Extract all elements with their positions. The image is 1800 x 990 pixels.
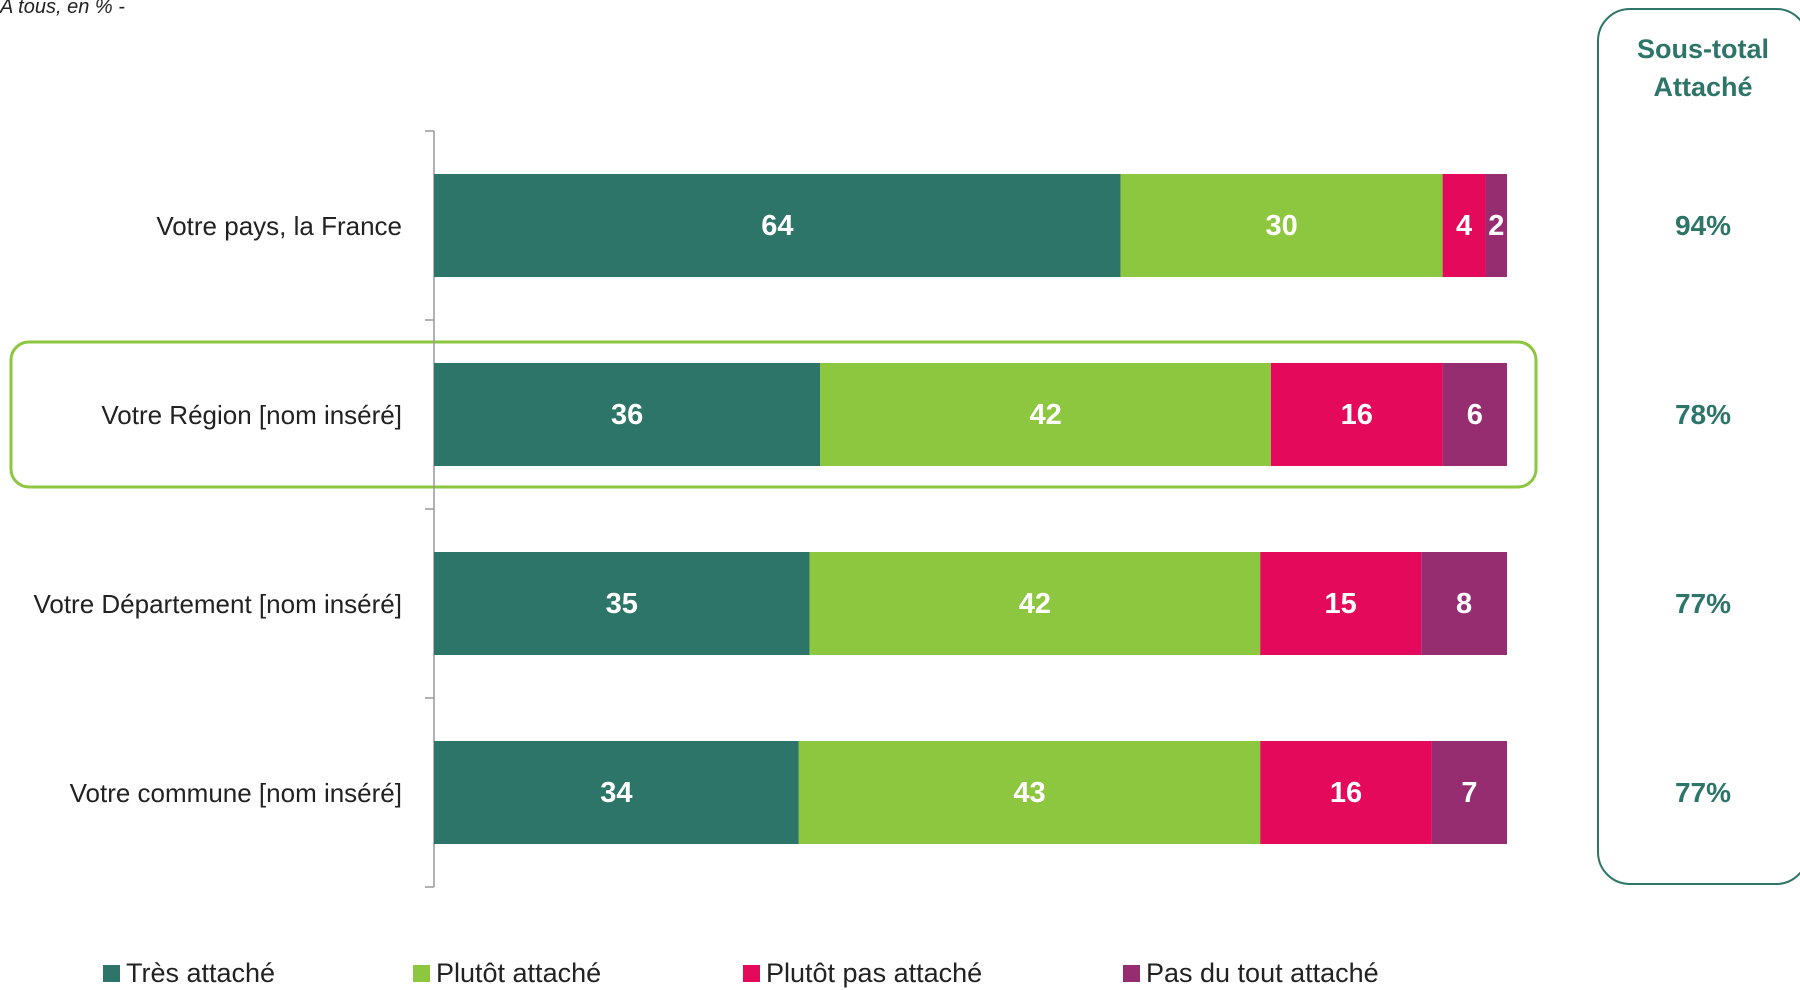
category-label: Votre Région [nom inséré] — [101, 399, 402, 430]
legend-label: Plutôt pas attaché — [766, 958, 983, 988]
note: A tous, en % - — [0, 0, 125, 18]
bar-value-label: 4 — [1456, 210, 1472, 242]
bar-segment — [1120, 174, 1443, 277]
bar-segment — [1421, 552, 1507, 655]
bar-segment — [1431, 741, 1507, 844]
bar-segment — [1260, 552, 1422, 655]
subtotal-value: 78% — [1674, 398, 1732, 430]
category-label: Votre Département [nom inséré] — [33, 588, 402, 619]
subtotal-value: 77% — [1674, 776, 1732, 808]
bar-value-label: 16 — [1341, 399, 1373, 431]
bar-value-label: 6 — [1467, 399, 1483, 431]
bar-value-label: 64 — [761, 210, 793, 242]
bar-segment — [798, 741, 1261, 844]
bar-segment — [1442, 174, 1486, 277]
subtotal-value: 94% — [1674, 209, 1732, 241]
bar-value-label: 2 — [1488, 210, 1504, 242]
legend-item: Très attaché — [103, 958, 275, 989]
category-label: Votre commune [nom inséré] — [69, 777, 402, 808]
bar-value-label: 7 — [1461, 777, 1477, 809]
bar-value-label: 42 — [1019, 588, 1051, 620]
legend-swatch — [1123, 965, 1140, 982]
bar-value-label: 16 — [1330, 777, 1362, 809]
legend-item: Plutôt pas attaché — [743, 958, 982, 989]
bar-value-label: 42 — [1029, 399, 1061, 431]
bar-value-label: 43 — [1013, 777, 1045, 809]
bar-value-label: 8 — [1456, 588, 1472, 620]
bar-segment — [1270, 363, 1443, 466]
legend-swatch — [103, 965, 120, 982]
bar-segment — [434, 363, 821, 466]
bar-segment — [1442, 363, 1507, 466]
bar-segment — [1485, 174, 1507, 277]
bar-value-label: 15 — [1325, 588, 1357, 620]
subtotal-box — [1597, 8, 1800, 885]
bar-segment — [820, 363, 1271, 466]
bar-segment — [434, 552, 810, 655]
bar-value-label: 34 — [600, 777, 632, 809]
subtotal-value: 77% — [1674, 587, 1732, 619]
legend-swatch — [743, 965, 760, 982]
legend-item: Pas du tout attaché — [1123, 958, 1379, 989]
legend-label: Plutôt attaché — [436, 958, 602, 988]
bar-segment — [434, 174, 1121, 277]
bar-value-label: 35 — [606, 588, 638, 620]
legend-item: Plutôt attaché — [413, 958, 601, 989]
legend-swatch — [413, 965, 430, 982]
subtotal-title: Sous-total Attaché — [1637, 34, 1769, 102]
bar-value-label: 36 — [611, 399, 643, 431]
legend-label: Très attaché — [126, 958, 276, 988]
category-label: Votre pays, la France — [156, 210, 402, 241]
bar-segment — [1260, 741, 1432, 844]
bar-segment — [809, 552, 1261, 655]
bar-segment — [434, 741, 799, 844]
highlight-box — [9, 340, 1538, 489]
legend-label: Pas du tout attaché — [1146, 958, 1379, 988]
bar-value-label: 30 — [1266, 210, 1298, 242]
